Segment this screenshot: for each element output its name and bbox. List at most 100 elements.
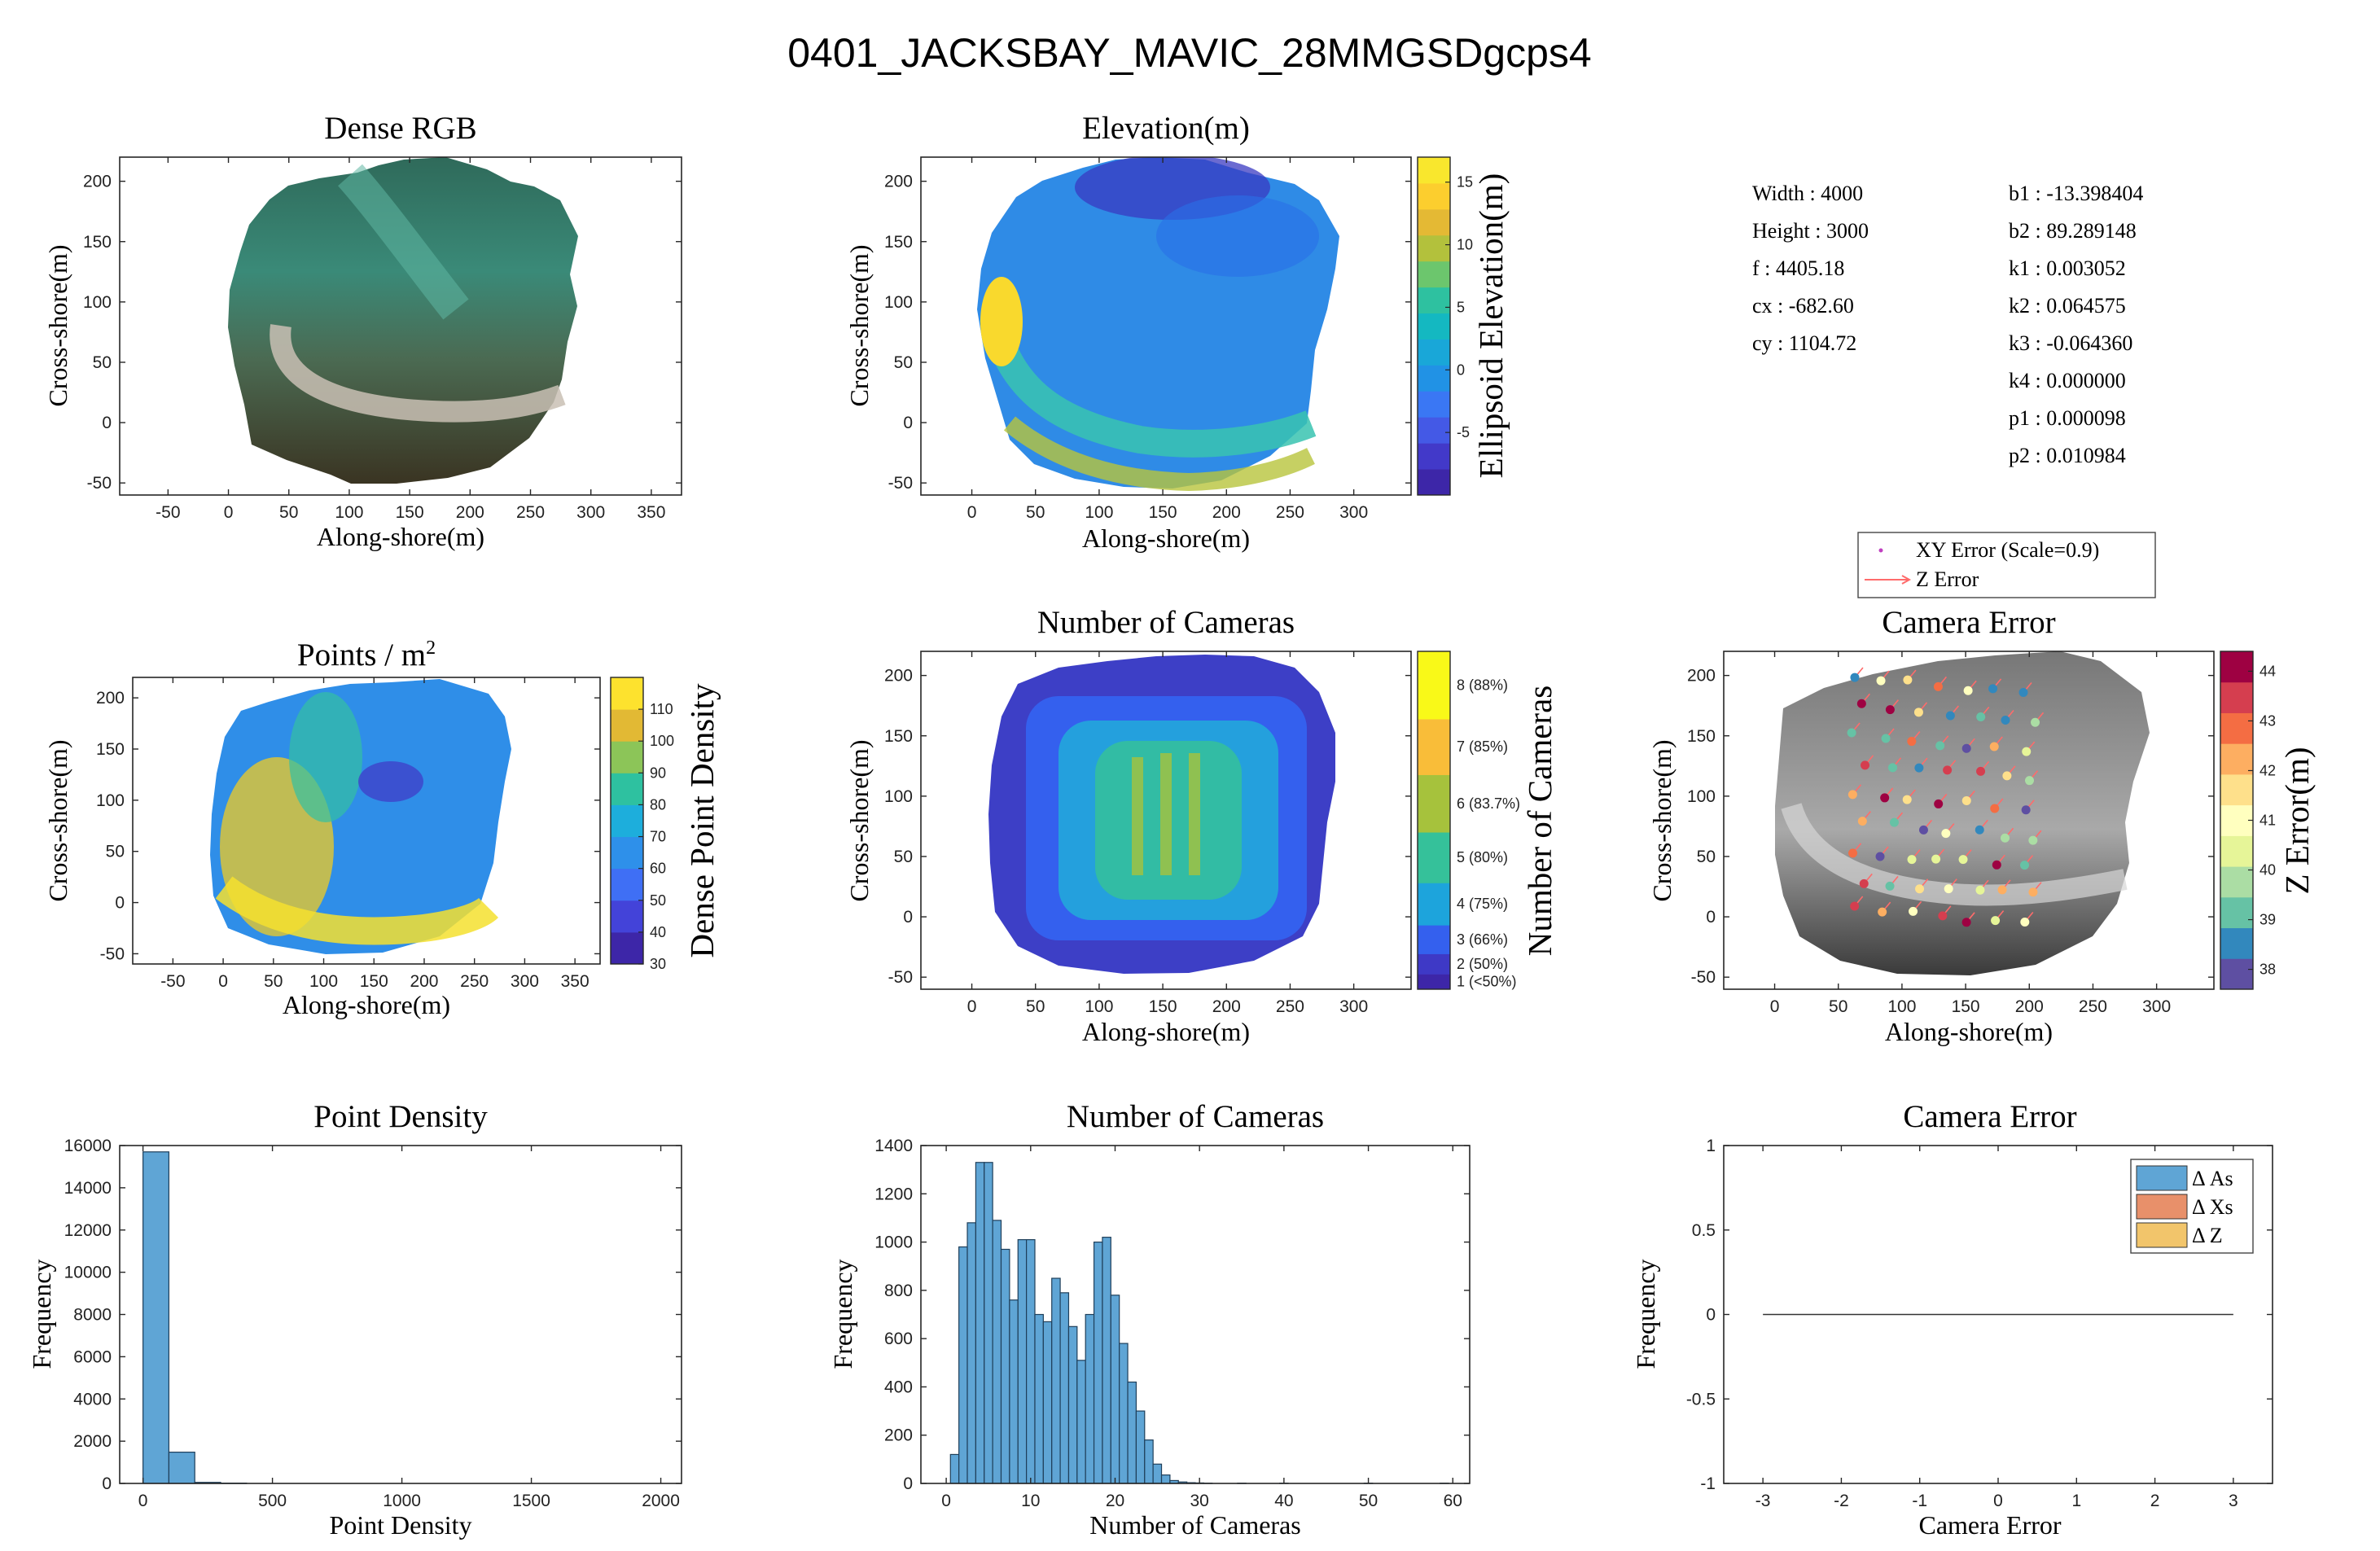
- colorbar-segment: [2220, 773, 2253, 806]
- x-tick-label: 100: [1085, 503, 1113, 522]
- camera-error-map-legend-z: Z Error: [1916, 567, 1979, 591]
- points-density-beach-band: [215, 876, 499, 945]
- y-tick-label: -50: [888, 474, 913, 493]
- y-tick-label: 100: [1687, 787, 1716, 806]
- x-tick-label: 60: [1444, 1492, 1462, 1510]
- x-tick-label: 50: [1026, 503, 1045, 522]
- colorbar-band-label: 8 (88%): [1457, 677, 1508, 694]
- hist-bar: [1017, 1239, 1028, 1484]
- camera-error-hist-ylabel: Frequency: [1631, 1259, 1660, 1369]
- elevation-high-point: [980, 277, 1023, 366]
- y-tick-label: 1400: [874, 1137, 913, 1155]
- colorbar-band-label: 2 (50%): [1457, 956, 1508, 972]
- x-tick-label: 1500: [512, 1492, 550, 1510]
- colorbar-tick-label: 15: [1457, 174, 1473, 191]
- points-density-colorbar-label: Dense Point Density: [683, 683, 721, 958]
- camera-error-map-ylabel: Cross-shore(m): [1647, 739, 1677, 901]
- camera-error-point: [1847, 728, 1856, 738]
- y-tick-label: 150: [1687, 727, 1716, 746]
- colorbar-tick-label: 0: [1457, 361, 1465, 378]
- elevation-dune-ridge: [980, 314, 1317, 458]
- y-tick-label: 1: [1706, 1137, 1716, 1155]
- camera-error-point: [1914, 763, 1924, 773]
- camera-error-point: [1976, 712, 1986, 722]
- hist-bar: [168, 1452, 195, 1484]
- x-tick-label: 150: [1149, 503, 1177, 522]
- hist-bar: [1000, 1248, 1010, 1484]
- colorbar-tick-label: 70: [650, 829, 666, 845]
- x-tick-label: -50: [160, 972, 185, 991]
- x-tick-label: 1: [2071, 1492, 2081, 1510]
- legend-label-z: Δ Z: [2192, 1224, 2223, 1247]
- points-density-xlabel: Along-shore(m): [283, 990, 450, 1019]
- camera-error-point: [1903, 675, 1913, 685]
- colorbar-band: [1418, 883, 1450, 926]
- camera-param-right-3: k2 : 0.064575: [2009, 294, 2126, 318]
- camera-error-point: [2018, 688, 2028, 698]
- x-tick-label: 150: [360, 972, 388, 991]
- x-tick-label: 50: [1026, 997, 1045, 1016]
- y-tick-label: 0: [102, 414, 112, 432]
- dense-rgb-title: Dense RGB: [324, 111, 476, 146]
- colorbar-tick-label: 43: [2259, 712, 2276, 729]
- colorbar-segment: [1418, 261, 1450, 288]
- hist-bar: [1144, 1439, 1154, 1484]
- colorbar-segment: [2220, 743, 2253, 775]
- colorbar-band-label: 5 (80%): [1457, 849, 1508, 865]
- elevation-axes: [920, 156, 1412, 496]
- y-tick-label: 50: [894, 353, 913, 372]
- y-tick-label: -50: [87, 474, 112, 493]
- x-tick-label: 20: [1106, 1492, 1124, 1510]
- x-tick-label: 50: [264, 972, 283, 991]
- elevation-colorbar-label: Ellipsoid Elevation(m): [1472, 173, 1510, 479]
- camera-error-map-legend: XY Error (Scale=0.9) Z Error: [1857, 532, 2156, 598]
- hist-bar: [949, 1453, 960, 1484]
- camera-param-left-1: Height : 3000: [1752, 219, 1869, 243]
- colorbar-segment: [1418, 443, 1450, 470]
- camera-param-right-2: k1 : 0.003052: [2009, 256, 2126, 280]
- camera-error-hist-title: Camera Error: [1903, 1099, 2076, 1134]
- colorbar-tick-label: 80: [650, 796, 666, 813]
- colorbar-segment: [611, 677, 643, 710]
- hist-bar: [992, 1220, 1002, 1484]
- camera-error-point: [1848, 848, 1858, 858]
- y-tick-label: -50: [100, 944, 125, 963]
- colorbar-segment: [2220, 866, 2253, 898]
- colorbar-segment: [611, 804, 643, 838]
- hist-bar: [142, 1151, 170, 1484]
- camera-error-point: [1963, 686, 1973, 695]
- camera-error-point: [1915, 884, 1925, 894]
- y-tick-label: 100: [83, 293, 112, 312]
- colorbar-frame: [1417, 156, 1451, 496]
- colorbar-tick-label: 100: [650, 733, 674, 749]
- point-density-hist-xlabel: Point Density: [329, 1510, 471, 1540]
- colorbar-band: [1418, 974, 1450, 990]
- dense-rgb-ylabel: Cross-shore(m): [43, 244, 72, 406]
- camera-error-point: [2019, 861, 2029, 870]
- camera-param-left-2: f : 4405.18: [1752, 256, 1844, 280]
- y-tick-label: 400: [884, 1378, 913, 1396]
- colorbar-segment: [611, 741, 643, 773]
- colorbar-tick-label: 5: [1457, 299, 1465, 315]
- x-tick-label: 100: [1085, 997, 1113, 1016]
- elevation-title: Elevation(m): [1082, 111, 1250, 146]
- dense-rgb-shoreline: [270, 324, 566, 423]
- y-tick-label: 150: [83, 233, 112, 252]
- number-of-cameras-map-ticks: 0 50 100 150 200 250 300 -50 0 50 100 150 200: [884, 651, 1411, 1016]
- y-tick-label: 0.5: [1692, 1221, 1716, 1240]
- colorbar-tick-label: 42: [2259, 762, 2276, 778]
- y-tick-label: 0: [115, 894, 125, 913]
- points-density-mid-band: [289, 692, 362, 822]
- y-tick-label: 150: [884, 233, 913, 252]
- points-density-title-sup: 2: [426, 637, 436, 659]
- camera-param-left-0: Width : 4000: [1752, 182, 1863, 205]
- colorbar-segment: [1418, 287, 1450, 314]
- legend-swatch-z: [2136, 1222, 2188, 1248]
- y-tick-label: -0.5: [1686, 1390, 1716, 1409]
- hist-bar: [1135, 1410, 1146, 1484]
- x-tick-label: 0: [967, 997, 977, 1016]
- camera-parameters: Width : 4000 Height : 3000 f : 4405.18 c…: [1752, 182, 2143, 467]
- dense-rgb-axes: [119, 156, 682, 496]
- x-tick-label: 1000: [383, 1492, 421, 1510]
- x-tick-label: 100: [1887, 997, 1916, 1016]
